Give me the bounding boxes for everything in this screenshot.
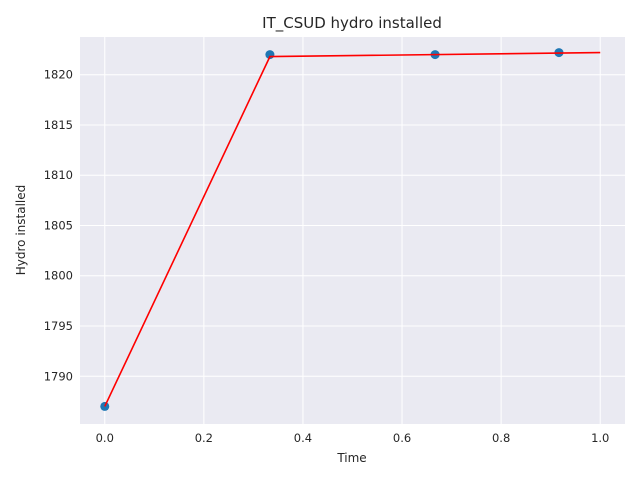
y-axis-label: Hydro installed — [14, 185, 28, 276]
x-tick-label: 0.6 — [393, 431, 411, 445]
y-tick-label: 1805 — [44, 218, 73, 232]
y-tick-label: 1790 — [44, 369, 73, 383]
y-tick-label: 1820 — [44, 68, 73, 82]
x-tick-label: 1.0 — [591, 431, 609, 445]
x-tick-label: 0.2 — [195, 431, 213, 445]
y-tick-label: 1810 — [44, 168, 73, 182]
x-axis-label: Time — [336, 451, 366, 465]
y-tick-label: 1800 — [44, 269, 73, 283]
x-tick-label: 0.4 — [294, 431, 312, 445]
chart-title: IT_CSUD hydro installed — [262, 14, 442, 33]
y-tick-label: 1815 — [44, 118, 73, 132]
grid — [80, 37, 625, 424]
x-tick-label: 0.0 — [96, 431, 114, 445]
tick-labels: 0.0 0.2 0.4 0.6 0.8 1.0 1790 1795 1800 1805 1810 18… — [44, 68, 610, 445]
x-tick-label: 0.8 — [492, 431, 510, 445]
plot-data — [100, 48, 601, 411]
fit-line — [104, 51, 601, 407]
plot-area — [80, 37, 625, 424]
y-tick-label: 1795 — [44, 319, 73, 333]
